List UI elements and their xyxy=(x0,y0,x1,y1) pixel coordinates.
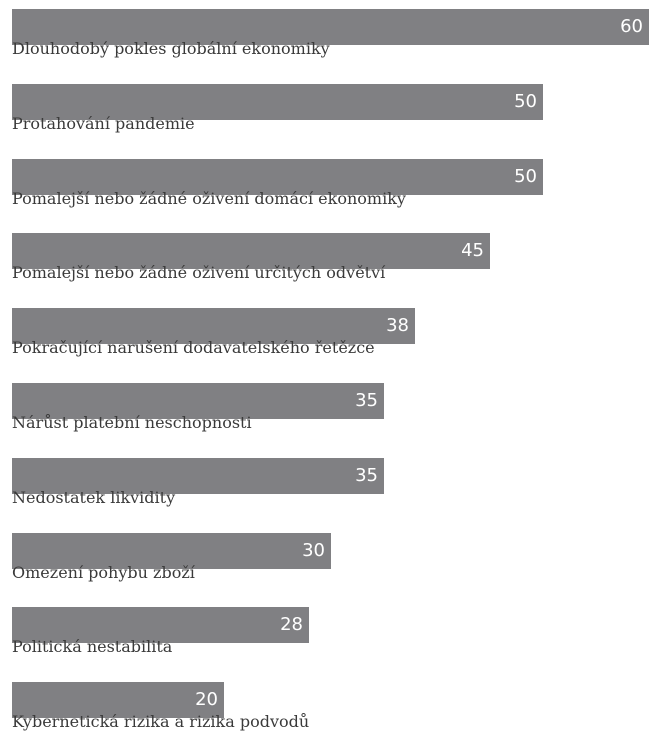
bar-row: 50 Pomalejší nebo žádné oživení domácí ek… xyxy=(12,150,649,210)
bar-row: 35 Nárůst platební neschopnosti xyxy=(12,374,649,434)
bar: 60 xyxy=(12,9,649,45)
bar: 28 xyxy=(12,607,309,644)
bar: 45 xyxy=(12,233,490,270)
bar-row: 45 Pomalejší nebo žádné oživení určitých … xyxy=(12,224,649,284)
category-label: Pomalejší nebo žádné oživení určitých od… xyxy=(12,263,386,283)
bar-value-label: 30 xyxy=(302,539,325,561)
category-label: Dlouhodobý pokles globální ekonomiky xyxy=(12,39,330,58)
category-label: Nárůst platební neschopnosti xyxy=(12,413,252,432)
category-label: Omezení pohybu zboží xyxy=(12,562,195,582)
bar-value-label: 50 xyxy=(514,90,537,112)
bar-row: 35 Nedostatek likvidity xyxy=(12,449,649,509)
bar: 20 xyxy=(12,682,224,719)
bar-row: 38 Pokračující narušení dodavatelského ře… xyxy=(12,299,649,359)
bar-value-label: 28 xyxy=(280,614,303,636)
category-label: Nedostatek likvidity xyxy=(12,487,176,507)
bar: 50 xyxy=(12,158,543,195)
category-label: Kybernetická rizika a rizika podvodů xyxy=(12,712,310,732)
bar-value-label: 60 xyxy=(620,16,643,37)
category-label: Protahování pandemie xyxy=(12,113,195,133)
bar: 50 xyxy=(12,83,543,120)
bar: 30 xyxy=(12,532,331,569)
category-label: Politická nestabilita xyxy=(12,637,173,657)
bar-row: 50 Protahování pandemie xyxy=(12,75,649,135)
bar: 35 xyxy=(12,383,384,419)
bar-value-label: 35 xyxy=(355,390,378,411)
bar: 35 xyxy=(12,457,384,494)
category-label: Pokračující narušení dodavatelského řetě… xyxy=(12,338,375,358)
bar-value-label: 38 xyxy=(386,315,409,337)
category-label: Pomalejší nebo žádné oživení domácí ekon… xyxy=(12,188,406,208)
bar-row: 20 Kybernetická rizika a rizika podvodů xyxy=(12,673,649,733)
bar-row: 60 Dlouhodobý pokles globální ekonomiky xyxy=(12,0,649,60)
bar-value-label: 45 xyxy=(461,240,484,262)
bar-value-label: 35 xyxy=(355,464,378,486)
bar-value-label: 50 xyxy=(514,165,537,187)
bar-row: 30 Omezení pohybu zboží xyxy=(12,524,649,584)
bar-row: 28 Politická nestabilita xyxy=(12,598,649,658)
bar-value-label: 20 xyxy=(195,689,218,711)
bar: 38 xyxy=(12,308,415,345)
